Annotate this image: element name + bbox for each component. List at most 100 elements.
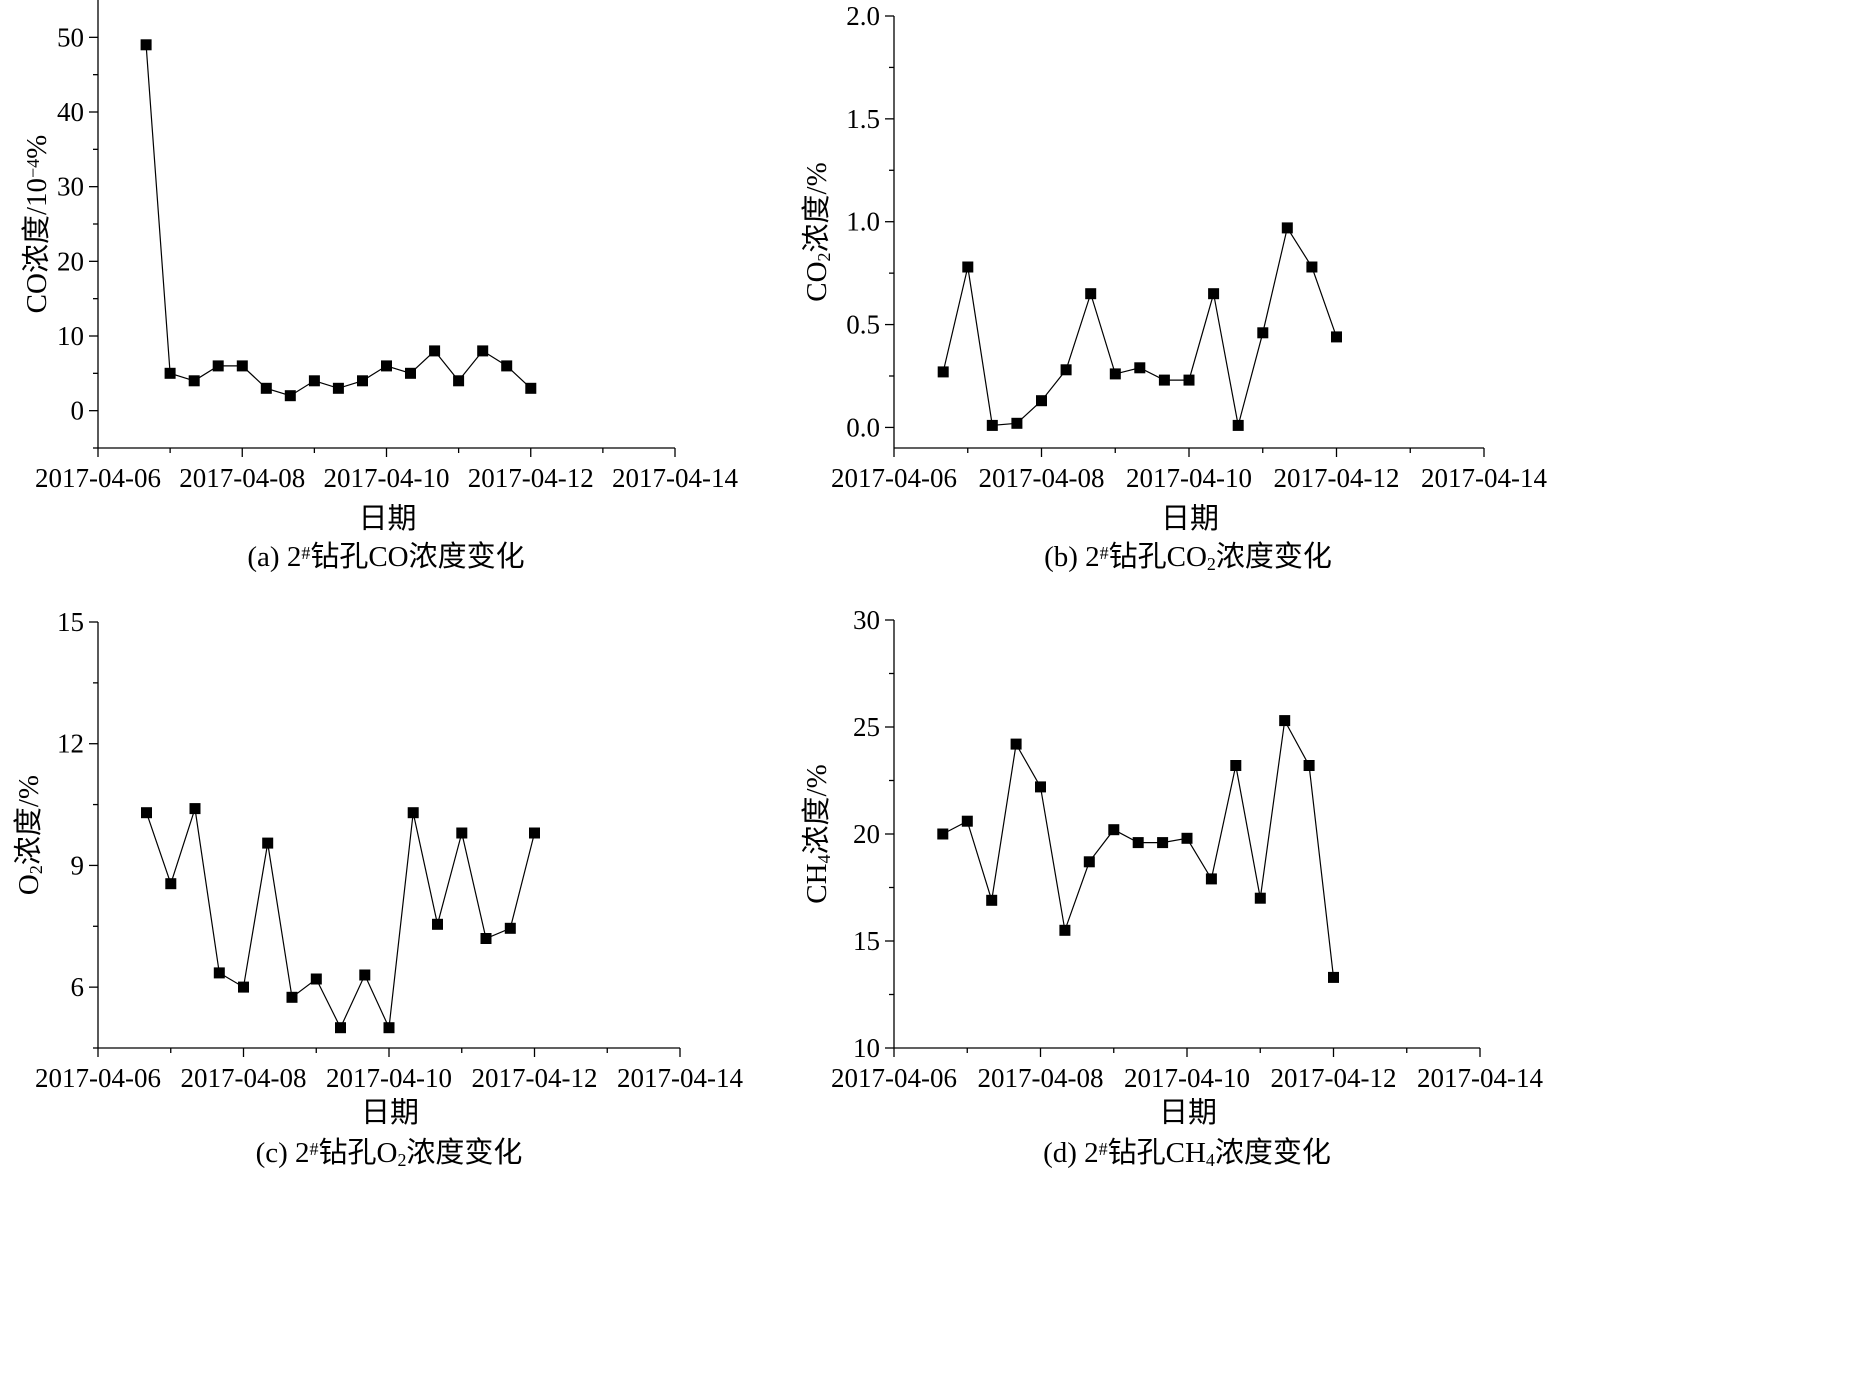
data-point [986,419,998,431]
y-axis-title-part: CO [801,261,833,301]
data-point [1158,374,1170,386]
panel-caption: (b) 2#钻孔CO2浓度变化 [1044,540,1332,574]
panel-caption-part: 钻孔CO [1109,540,1207,573]
data-point [1109,368,1121,380]
data-point [335,1022,346,1034]
x-tick-label: 2017-04-12 [1271,1063,1397,1093]
data-point [986,894,998,906]
data-point [1257,327,1269,339]
y-tick-label: 25 [853,712,880,742]
data-point [357,375,368,387]
data-point [1011,417,1023,429]
panel-caption-part: (d) 2 [1043,1137,1099,1169]
data-point [1108,824,1120,836]
y-tick-label: 10 [57,321,84,351]
y-tick-label: 12 [57,729,84,759]
data-point [212,360,224,372]
data-point [1181,832,1193,844]
data-point [383,1022,395,1034]
panel-caption: (c) 2#钻孔O2浓度变化 [256,1136,523,1170]
y-tick-label: 10 [853,1033,880,1063]
series-line [145,808,536,1030]
y-axis-title-part: 2 [26,865,46,874]
y-tick-label: 1.5 [846,104,880,134]
data-point [1059,924,1071,936]
data-point [937,366,949,378]
y-axis-title-part: 浓度/% [800,162,833,252]
y-axis-title-part: 浓度/% [800,764,833,854]
data-point [529,827,540,839]
x-tick-label: 2017-04-14 [617,1063,743,1093]
x-tick-label: 2017-04-14 [612,463,738,493]
chart-panel-c: 2017-04-06 2017-04-08 2017-04-10 2017-04-12… [12,607,743,1170]
data-point [1230,760,1242,771]
y-axis-title: O2浓度/% [12,775,46,895]
chart-panel-d: 2017-04-06 2017-04-08 2017-04-10 2017-04-12… [800,605,1543,1170]
panel-caption-part: # [1100,543,1109,563]
panel-caption-part: 2 [397,1150,406,1170]
panel-caption-part: 4 [1206,1150,1215,1170]
data-point [286,991,298,1003]
y-axis-title: CO浓度/10−4% [20,135,53,314]
x-axis-title: 日期 [1161,503,1219,535]
x-tick-label: 2017-04-08 [181,1063,307,1093]
data-point [310,973,322,985]
x-tick-label: 2017-04-08 [179,463,305,493]
chart-panel-a: 2017-04-06 2017-04-08 2017-04-10 2017-04-12… [20,0,738,573]
data-point [1281,222,1293,234]
y-tick-label: 9 [71,850,85,880]
panel-caption-part: 浓度变化 [1215,1136,1331,1169]
x-tick-label: 2017-04-06 [35,463,161,493]
y-tick-label: 20 [57,246,84,276]
y-axis-title: CO2浓度/% [800,162,834,302]
data-point [501,360,513,372]
data-point [1085,288,1097,300]
data-point [1306,261,1318,273]
y-tick-label: 50 [57,22,84,52]
data-point [937,828,949,840]
data-point [236,360,248,372]
data-point [359,969,371,981]
data-point [961,815,973,827]
y-axis-title-part: 4 [814,854,834,863]
x-tick-label: 2017-04-10 [324,463,450,493]
data-point [165,878,177,890]
x-tick-label: 2017-04-10 [1124,1063,1250,1093]
data-point [262,837,274,849]
panel-caption-part: (c) 2 [256,1137,310,1169]
data-point [188,375,200,387]
panel-caption-part: 钻孔O [318,1136,397,1169]
x-tick-label: 2017-04-14 [1417,1063,1543,1093]
x-tick-label: 2017-04-06 [831,463,957,493]
panel-caption-part: 浓度变化 [1216,540,1332,573]
x-tick-label: 2017-04-14 [1421,463,1547,493]
y-tick-label: 40 [57,97,84,127]
y-tick-label: 1.0 [846,207,880,237]
y-axis-title-part: O [13,874,45,895]
y-axis-title-part: 2 [814,252,834,261]
y-axis-title-part: −4 [23,159,43,178]
panel-caption-part: (a) 2 [247,541,301,573]
data-point [1132,837,1144,849]
x-tick-label: 2017-04-08 [979,463,1105,493]
data-point [480,933,492,944]
data-point [453,375,465,387]
y-tick-label: 0.5 [846,310,880,340]
data-point [1205,873,1217,885]
y-tick-label: 20 [853,819,880,849]
x-axis-title: 日期 [361,1097,419,1129]
data-point [284,390,296,402]
chart-panel-b: 2017-04-06 2017-04-08 2017-04-10 2017-04-12… [800,1,1547,574]
x-tick-label: 2017-04-10 [326,1063,452,1093]
y-tick-label: 15 [853,926,880,956]
series-line [145,44,532,397]
y-axis-title-part: 浓度/% [12,775,45,865]
data-point [1083,856,1095,868]
data-point [164,367,176,379]
x-tick-label: 2017-04-08 [978,1063,1104,1093]
data-point [238,981,249,993]
data-point [141,807,152,819]
y-axis-title: CH4浓度/% [800,764,834,904]
panel-caption-part: 2 [1207,554,1216,574]
